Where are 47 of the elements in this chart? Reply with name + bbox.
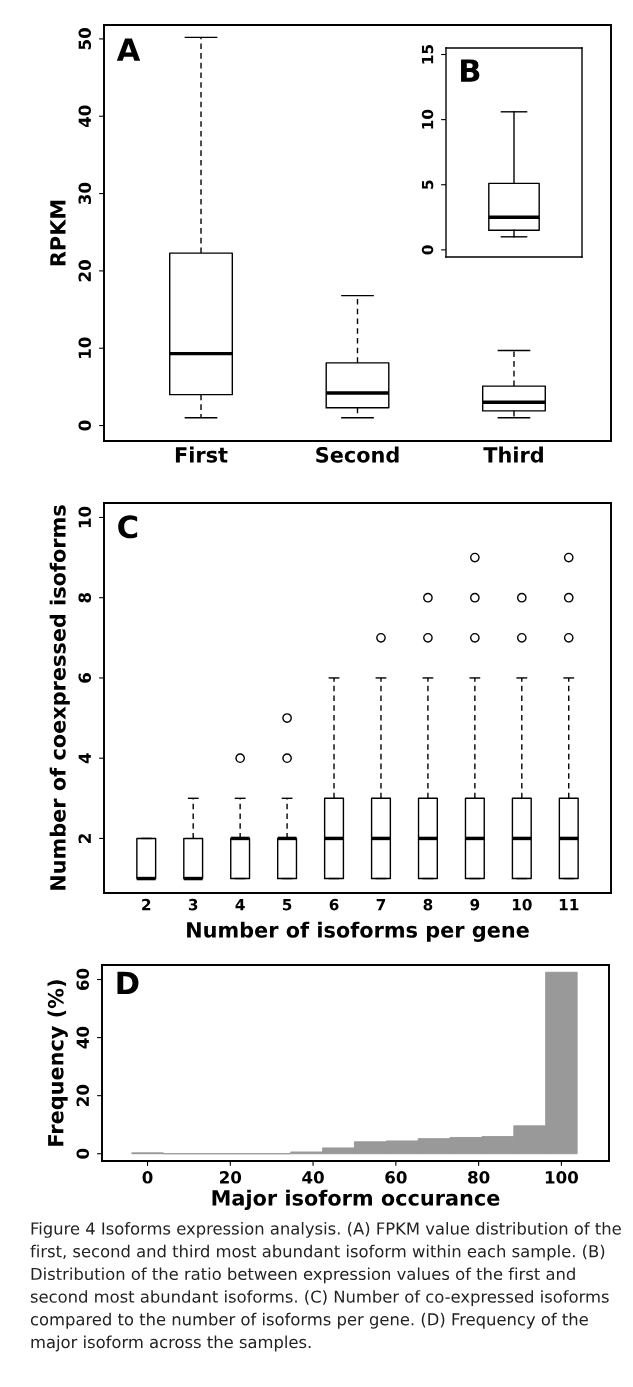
x-tick-label: 40 — [302, 1171, 324, 1184]
annotation: D — [117, 971, 139, 995]
x-tick-label: 7 — [376, 899, 386, 911]
x-tick-label: Second — [316, 446, 399, 463]
x-axis-title: Number of isoforms per gene — [187, 921, 529, 942]
x-tick-label: 3 — [188, 898, 198, 911]
y-tick-label: 2 — [78, 834, 91, 843]
y-tick-label: 0 — [78, 420, 92, 431]
y-tick-label: 20 — [78, 260, 92, 282]
y-tick-label: 0 — [76, 1148, 90, 1159]
x-tick-label: 10 — [512, 898, 532, 911]
x-tick-label: 5 — [282, 899, 292, 911]
x-axis-title: Major isoform occurance — [212, 1189, 500, 1210]
x-tick-label: 0 — [142, 1171, 153, 1184]
y-tick-label: 10 — [78, 506, 92, 528]
y-axis-title: Number of coexpressed isoforms — [49, 505, 70, 890]
y-tick-label: 30 — [78, 182, 92, 205]
y-tick-label: 0 — [421, 245, 434, 255]
x-tick-label: 100 — [545, 1171, 578, 1184]
y-tick-label: 6 — [78, 673, 92, 683]
x-tick-label: 4 — [235, 899, 245, 911]
y-tick-label: 60 — [76, 968, 90, 991]
caption: Figure 4 Isoforms expression analysis. (A) FPKM value distribution of the first, second and third most abundant isoform within each sample. (B) Distribution of the ratio between expression values of the first and second most abundant isoforms. (C) Number of co-expressed isoforms compared to the number of isoforms per gene. (D) Frequency of the major isoform across the samples. — [30, 1222, 621, 1352]
x-tick-label: 60 — [385, 1171, 407, 1184]
y-tick-label: 4 — [78, 753, 91, 764]
y-tick-label: 8 — [78, 592, 92, 603]
x-tick-label: 2 — [142, 898, 151, 911]
x-tick-label: Third — [483, 446, 543, 463]
x-tick-label: 11 — [559, 899, 579, 911]
y-axis-title: Frequency (%) — [47, 980, 68, 1146]
y-tick-label: 50 — [78, 28, 92, 50]
y-tick-label: 20 — [76, 1084, 90, 1106]
y-tick-label: 10 — [421, 109, 434, 129]
y-tick-label: 10 — [78, 337, 92, 358]
y-tick-label: 5 — [421, 180, 434, 189]
annotation: C — [118, 515, 138, 539]
x-tick-label: 20 — [220, 1171, 242, 1184]
x-tick-label: 80 — [468, 1171, 490, 1184]
y-tick-label: 40 — [76, 1026, 90, 1049]
y-axis-title: RPKM — [50, 200, 66, 266]
x-tick-label: 9 — [470, 898, 480, 911]
y-tick-label: 15 — [421, 44, 434, 64]
x-tick-label: 6 — [329, 898, 339, 911]
annotation: B — [461, 59, 480, 82]
x-tick-label: First — [175, 446, 228, 463]
annotation: A — [116, 38, 141, 61]
y-tick-label: 40 — [78, 105, 92, 128]
